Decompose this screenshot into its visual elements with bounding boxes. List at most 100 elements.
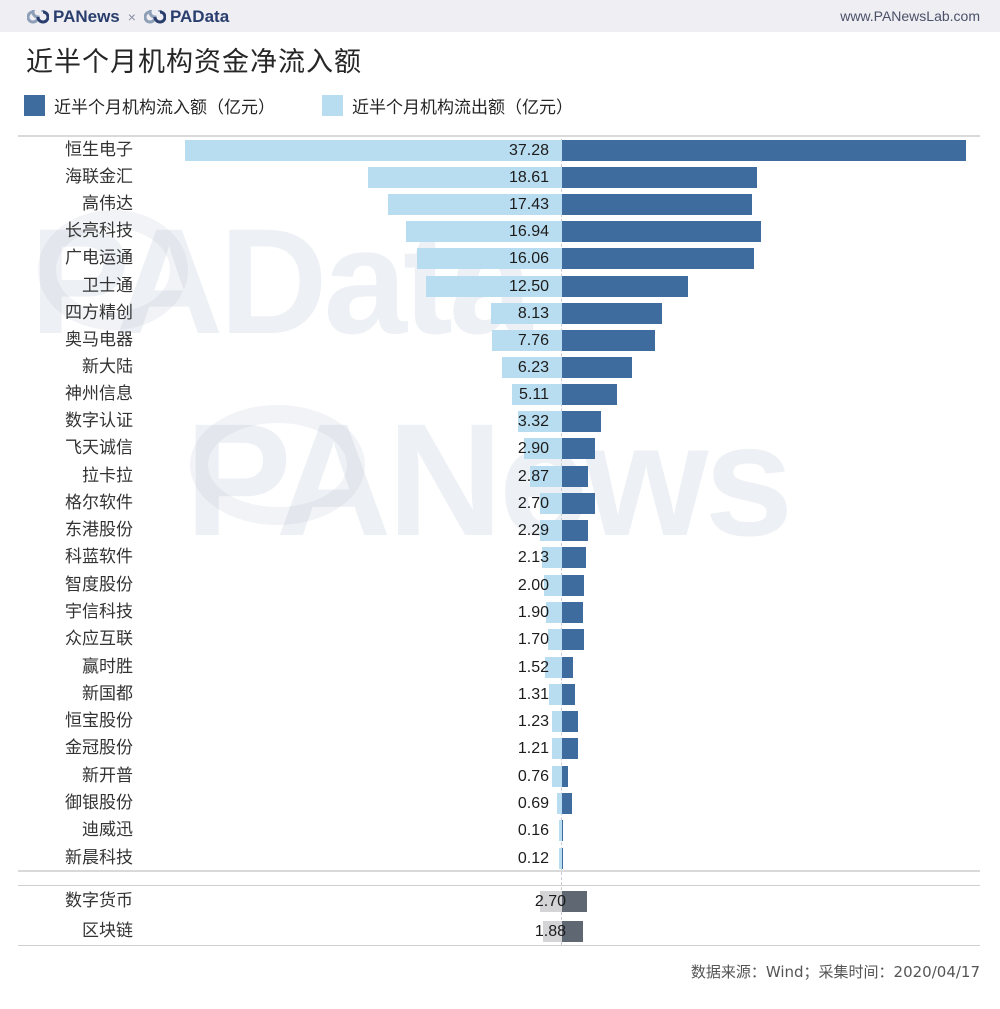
outflow-bar — [388, 194, 562, 215]
chart-legend: 近半个月机构流入额（亿元） 近半个月机构流出额（亿元） — [24, 93, 620, 118]
outflow-bar — [549, 684, 562, 705]
net-value-label: 1.21 — [517, 740, 549, 757]
net-value-label: 2.90 — [517, 440, 549, 457]
inflow-bar — [562, 140, 966, 161]
inflow-bar — [562, 793, 572, 814]
outflow-bar — [552, 738, 562, 759]
brand-padata: PAData — [169, 7, 230, 26]
category-label: 四方精创 — [65, 303, 133, 323]
top-banner: PANews × PAData www.PANewsLab.com — [0, 0, 1000, 32]
sector-row: 数字货币 2.70 — [0, 888, 1000, 915]
category-label: 广电运通 — [65, 248, 133, 268]
category-label: 格尔软件 — [65, 493, 133, 513]
table-row: 金冠股份 1.21 — [0, 735, 1000, 762]
table-row: 飞天诚信 2.90 — [0, 435, 1000, 462]
inflow-bar — [562, 411, 601, 432]
table-row: 新晨科技 0.12 — [0, 845, 1000, 872]
table-row: 拉卡拉 2.87 — [0, 463, 1000, 490]
net-value-label: 3.32 — [517, 413, 549, 430]
table-row: 恒宝股份 1.23 — [0, 708, 1000, 735]
net-value-label: 18.61 — [508, 169, 549, 186]
table-row: 四方精创 8.13 — [0, 300, 1000, 327]
outflow-bar — [426, 276, 562, 297]
net-value-label: 5.11 — [519, 386, 549, 403]
legend-swatch-inflow — [24, 95, 45, 116]
net-value-label: 16.06 — [508, 250, 549, 267]
category-label: 数字货币 — [65, 891, 133, 911]
legend-item-inflow: 近半个月机构流入额（亿元） — [24, 93, 275, 118]
table-row: 数字认证 3.32 — [0, 408, 1000, 435]
table-row: 恒生电子 37.28 — [0, 137, 1000, 164]
table-row: 新开普 0.76 — [0, 763, 1000, 790]
inflow-bar — [562, 194, 752, 215]
outflow-bar — [530, 466, 562, 487]
table-row: 格尔软件 2.70 — [0, 490, 1000, 517]
category-label: 智度股份 — [65, 575, 133, 595]
category-label: 数字认证 — [65, 411, 133, 431]
legend-label-inflow: 近半个月机构流入额（亿元） — [54, 98, 275, 118]
outflow-bar — [545, 657, 562, 678]
outflow-bar — [548, 629, 562, 650]
table-row: 宇信科技 1.90 — [0, 599, 1000, 626]
outflow-bar — [491, 303, 562, 324]
outflow-bar — [492, 330, 562, 351]
table-row: 新国都 1.31 — [0, 681, 1000, 708]
zero-axis — [561, 139, 562, 945]
inflow-bar — [562, 921, 583, 942]
category-label: 众应互联 — [65, 629, 133, 649]
net-value-label: 17.43 — [508, 196, 549, 213]
outflow-bar — [368, 167, 562, 188]
net-value-label: 37.28 — [508, 142, 549, 159]
legend-item-outflow: 近半个月机构流出额（亿元） — [322, 93, 573, 118]
inflow-bar — [562, 221, 761, 242]
category-label: 卫士通 — [82, 276, 133, 296]
outflow-bar — [559, 820, 562, 841]
category-label: 宇信科技 — [65, 602, 133, 622]
outflow-bar — [557, 793, 562, 814]
table-row: 科蓝软件 2.13 — [0, 544, 1000, 571]
inflow-bar — [562, 248, 754, 269]
category-label: 新国都 — [82, 684, 133, 704]
category-label: 恒宝股份 — [65, 711, 133, 731]
category-label: 新开普 — [82, 766, 133, 786]
outflow-bar — [540, 493, 562, 514]
inflow-bar — [562, 357, 632, 378]
outflow-bar — [518, 411, 562, 432]
brand-logos: PANews × PAData — [27, 6, 229, 28]
category-label: 新大陆 — [82, 357, 133, 377]
table-row: 卫士通 12.50 — [0, 273, 1000, 300]
category-label: 金冠股份 — [65, 738, 133, 758]
inflow-bar — [562, 303, 662, 324]
table-row: 赢时胜 1.52 — [0, 654, 1000, 681]
net-value-label: 1.31 — [517, 686, 549, 703]
net-value-label: 7.76 — [517, 332, 549, 349]
category-label: 飞天诚信 — [65, 438, 133, 458]
net-value-label: 0.16 — [517, 822, 549, 839]
table-row: 广电运通 16.06 — [0, 245, 1000, 272]
net-value-label: 12.50 — [508, 278, 549, 295]
outflow-bar — [544, 575, 562, 596]
inflow-bar — [562, 167, 757, 188]
panews-logo-icon — [27, 10, 49, 24]
inflow-bar — [562, 738, 578, 759]
outflow-bar — [542, 547, 562, 568]
category-label: 恒生电子 — [65, 140, 133, 160]
table-row: 迪威迅 0.16 — [0, 817, 1000, 844]
outflow-bar — [546, 602, 562, 623]
category-label: 御银股份 — [65, 793, 133, 813]
padata-logo-icon — [143, 10, 166, 24]
table-row: 众应互联 1.70 — [0, 626, 1000, 653]
outflow-bar — [552, 766, 562, 787]
legend-swatch-outflow — [322, 95, 343, 116]
table-row: 高伟达 17.43 — [0, 191, 1000, 218]
outflow-bar — [543, 921, 562, 942]
inflow-bar — [562, 602, 583, 623]
outflow-bar — [502, 357, 562, 378]
outflow-bar — [406, 221, 562, 242]
table-row: 东港股份 2.29 — [0, 517, 1000, 544]
net-value-label: 1.52 — [517, 659, 549, 676]
outflow-bar — [417, 248, 562, 269]
outflow-bar — [540, 891, 562, 912]
inflow-bar — [562, 276, 688, 297]
table-row: 长亮科技 16.94 — [0, 218, 1000, 245]
